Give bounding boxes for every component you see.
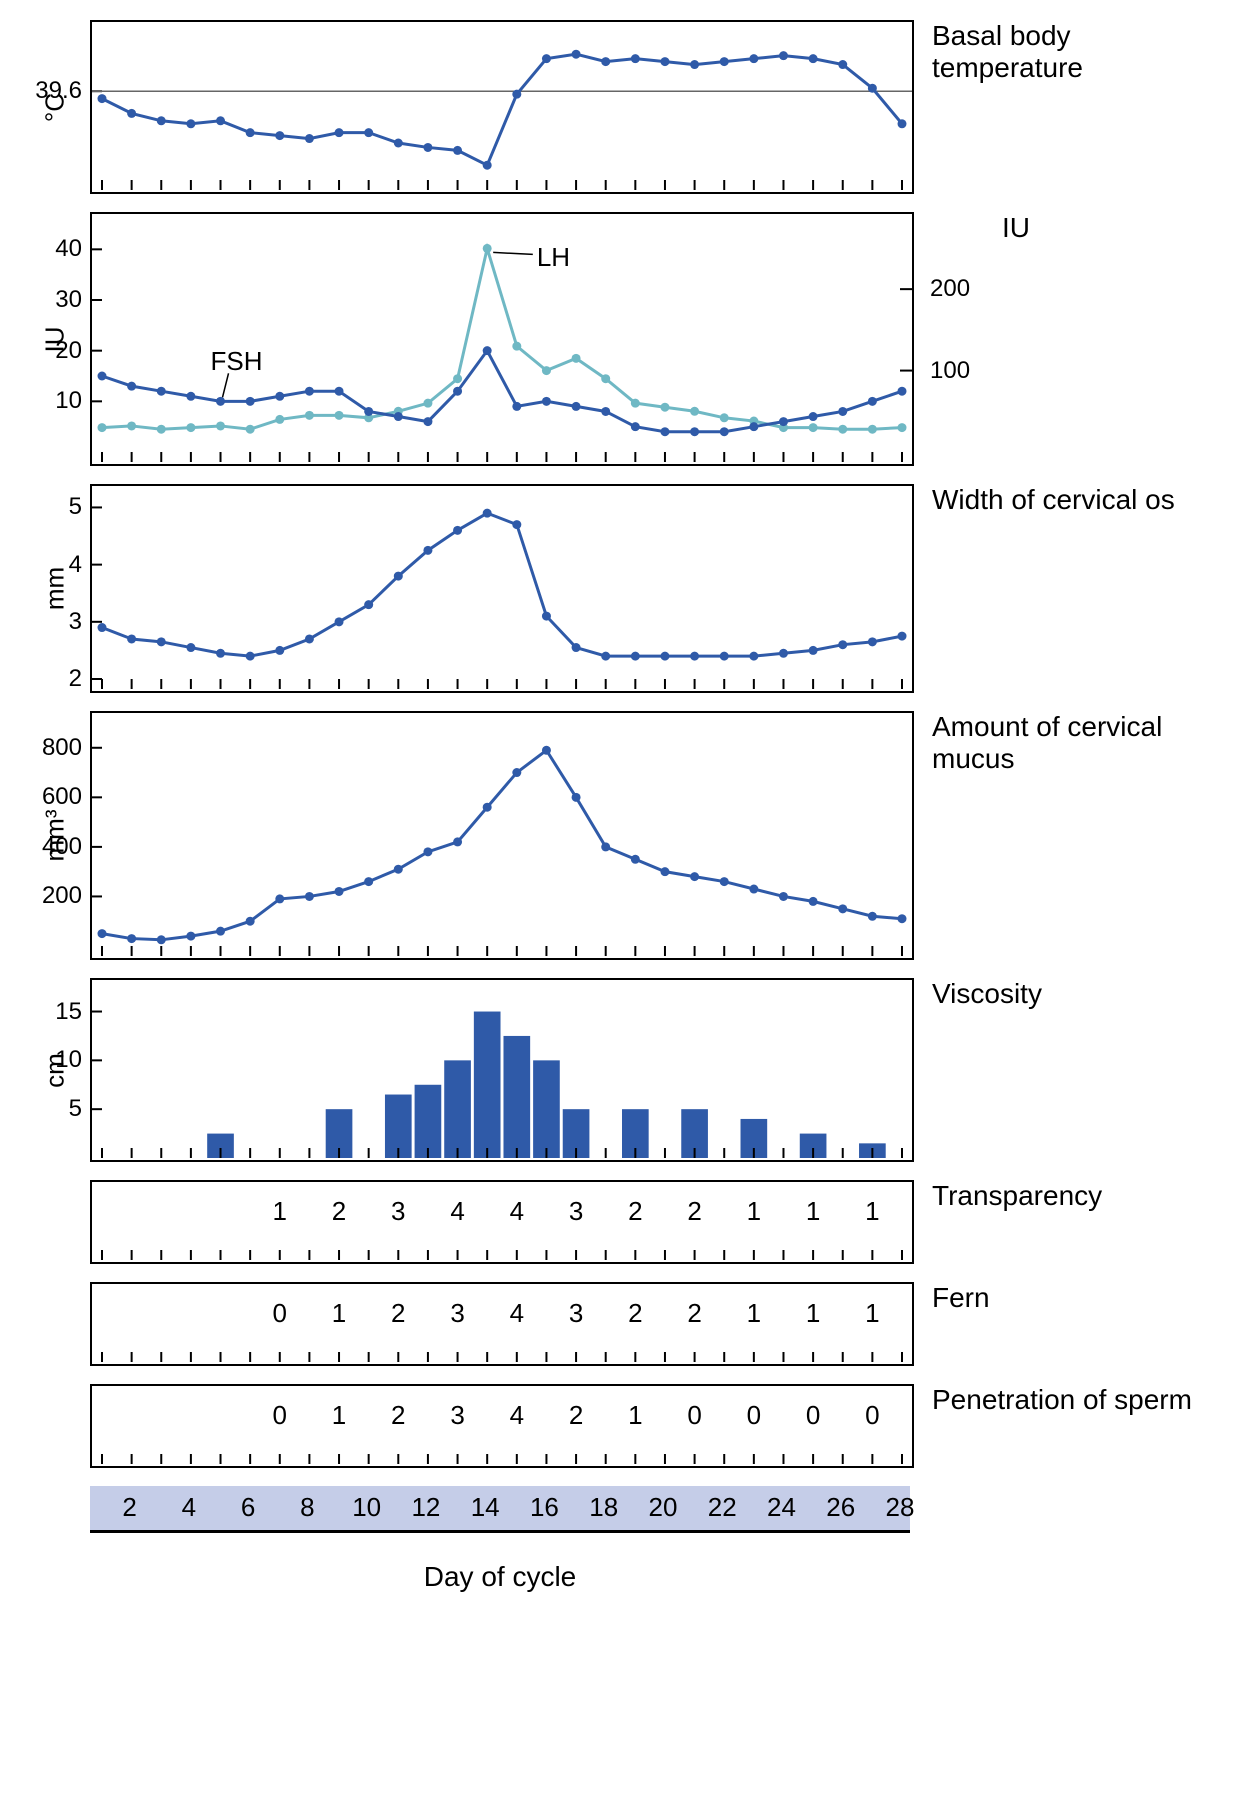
x-tick-label: 16 [530,1492,559,1523]
strip-value: 1 [747,1196,761,1227]
panel-title: Basal body temperature [914,20,1212,84]
strip-value: 4 [510,1298,524,1329]
panel-title: Fern [914,1282,990,1314]
strip-value: 0 [747,1400,761,1431]
strip-value: 3 [569,1196,583,1227]
x-tick-label: 18 [589,1492,618,1523]
strip-value: 2 [687,1196,701,1227]
ytick-label: 400 [22,833,82,861]
ytick-label: 10 [22,1046,82,1074]
strip-value: 3 [391,1196,405,1227]
strip-fern: 0 1 2 3 4 3 2 2 1 1 1 [90,1282,914,1366]
panel-title: Penetration of sperm [914,1384,1192,1416]
x-tick-label: 10 [352,1492,381,1523]
strip-value: 1 [628,1400,642,1431]
ytick-label: 200 [22,882,82,910]
strip-value: 1 [273,1196,287,1227]
ytick-label: 800 [22,734,82,762]
strip-value: 2 [569,1400,583,1431]
strip-value: 0 [865,1400,879,1431]
panel-title: Viscosity [914,978,1042,1010]
strip-value: 2 [628,1196,642,1227]
strip-value: 4 [450,1196,464,1227]
strip-value: 1 [865,1298,879,1329]
strip-value: 0 [687,1400,701,1431]
panel-title: IU [914,212,1030,244]
strip-value: 0 [273,1400,287,1431]
ytick-label: 5 [22,1095,82,1123]
plot-mucus: 200400600800 [90,711,914,960]
ytick-label: 15 [22,998,82,1026]
strip-value: 1 [806,1196,820,1227]
plot-hormones: 10203040100200FSHLH [90,212,914,466]
x-tick-label: 26 [826,1492,855,1523]
x-axis-title: Day of cycle [90,1561,910,1593]
strip-value: 2 [332,1196,346,1227]
x-tick-label: 20 [648,1492,677,1523]
strip-value: 3 [450,1400,464,1431]
ytick-label: 2 [22,665,82,693]
x-tick-label: 4 [182,1492,196,1523]
strip-value: 2 [391,1298,405,1329]
panel-title: Width of cervical os [914,484,1175,516]
strip-value: 3 [450,1298,464,1329]
ytick-label: 39.6 [22,77,82,105]
plot-visc: 51015 [90,978,914,1162]
x-tick-label: 6 [241,1492,255,1523]
strip-sperm: 0 1 2 3 4 2 1 0 0 0 0 [90,1384,914,1468]
series-label-fsh: FSH [211,346,263,377]
strip-transparency: 1 2 3 4 4 3 2 2 1 1 1 [90,1180,914,1264]
strip-value: 3 [569,1298,583,1329]
x-tick-label: 8 [300,1492,314,1523]
ytick-label: 5 [22,493,82,521]
x-axis: 246810121416182022242628 [90,1486,910,1533]
strip-value: 4 [510,1196,524,1227]
strip-value: 2 [687,1298,701,1329]
strip-value: 1 [747,1298,761,1329]
strip-value: 0 [806,1400,820,1431]
strip-value: 1 [806,1298,820,1329]
strip-value: 1 [332,1400,346,1431]
x-tick-label: 2 [122,1492,136,1523]
x-tick-label: 24 [767,1492,796,1523]
panel-title: Amount of cervical mucus [914,711,1212,775]
plot-bbt: 39.6 [90,20,914,194]
strip-value: 2 [628,1298,642,1329]
strip-value: 1 [865,1196,879,1227]
panel-title: Transparency [914,1180,1102,1212]
x-tick-label: 14 [471,1492,500,1523]
strip-value: 2 [391,1400,405,1431]
ytick-label: 4 [22,551,82,579]
ytick-label: 3 [22,608,82,636]
plot-os: 2345 [90,484,914,693]
strip-value: 1 [332,1298,346,1329]
x-tick-label: 28 [886,1492,915,1523]
x-tick-label: 12 [411,1492,440,1523]
x-tick-label: 22 [708,1492,737,1523]
series-label-lh: LH [537,242,570,273]
strip-value: 4 [510,1400,524,1431]
ytick-label: 600 [22,783,82,811]
strip-value: 0 [273,1298,287,1329]
